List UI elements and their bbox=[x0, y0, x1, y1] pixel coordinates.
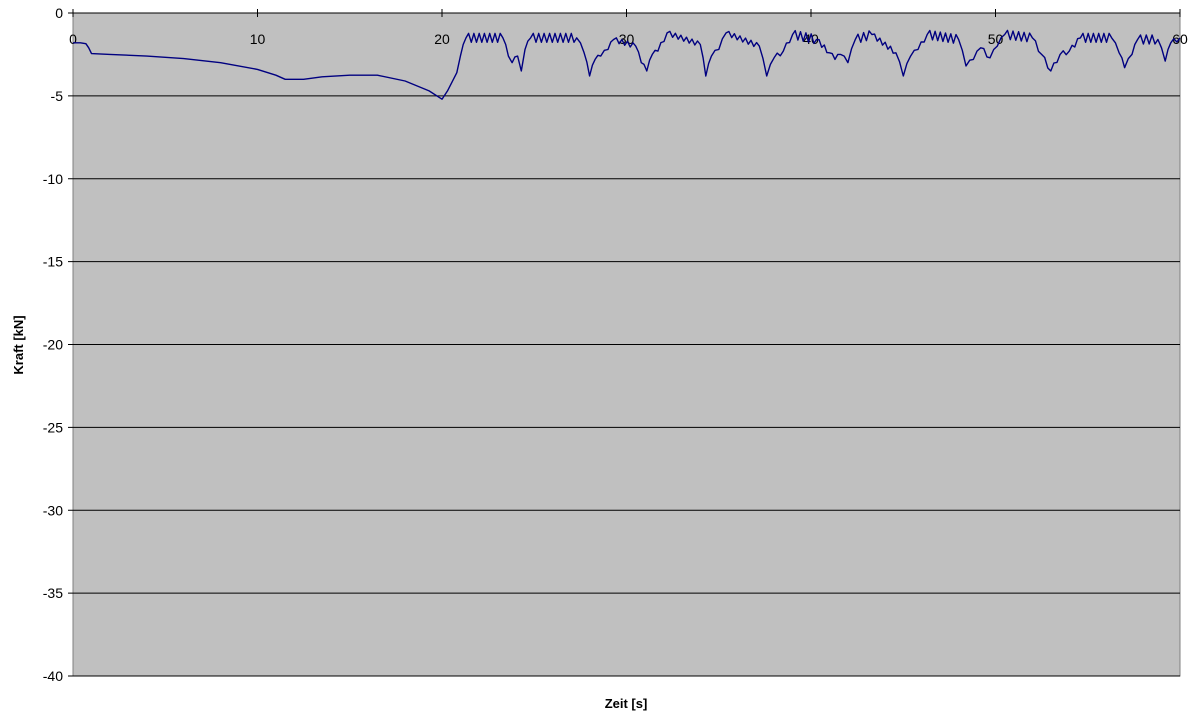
x-tick-label-1: 10 bbox=[250, 31, 266, 47]
series-group bbox=[73, 29, 1181, 100]
y-tick-label-6: -30 bbox=[43, 502, 63, 518]
y-tick-label-4: -20 bbox=[43, 337, 63, 353]
x-axis-title: Zeit [s] bbox=[605, 696, 648, 711]
y-axis-title: Kraft [kN] bbox=[11, 315, 26, 374]
y-tick-label-2: -10 bbox=[43, 171, 63, 187]
y-tick-label-0: 0 bbox=[55, 5, 63, 21]
y-axis-ticks: 0 -5 -10 -15 -20 -25 -30 -35 -40 bbox=[43, 5, 73, 684]
y-tick-label-8: -40 bbox=[43, 668, 63, 684]
y-tick-label-5: -25 bbox=[43, 419, 63, 435]
x-tick-label-5: 50 bbox=[988, 31, 1004, 47]
x-tick-label-0: 0 bbox=[69, 31, 77, 47]
x-axis-ticks: 0 10 20 30 40 50 60 bbox=[69, 9, 1188, 47]
y-tick-label-7: -35 bbox=[43, 585, 63, 601]
x-tick-label-2: 20 bbox=[434, 31, 450, 47]
x-tick-label-6: 60 bbox=[1172, 31, 1188, 47]
y-tick-label-1: -5 bbox=[51, 88, 64, 104]
series-line-0 bbox=[73, 29, 1181, 100]
x-tick-label-3: 30 bbox=[619, 31, 635, 47]
y-tick-label-3: -15 bbox=[43, 254, 63, 270]
